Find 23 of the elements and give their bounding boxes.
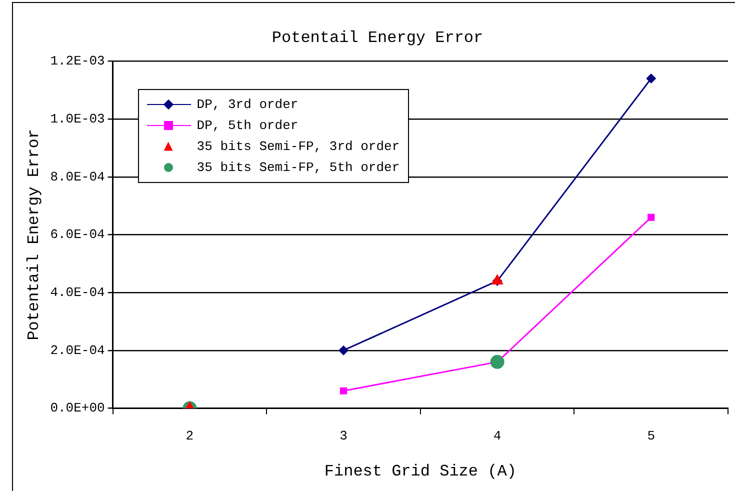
x-tick-label: 3 [340, 428, 348, 444]
y-axis-title: Potentail Energy Error [24, 129, 43, 340]
legend-label: 35 bits Semi-FP, 5th order [196, 160, 400, 176]
x-tick-label: 4 [493, 428, 502, 444]
x-axis-title: Finest Grid Size (A) [324, 462, 516, 481]
x-tick-label: 2 [186, 428, 194, 444]
legend-label: 35 bits Semi-FP, 3rd order [196, 139, 400, 154]
point [648, 214, 655, 221]
chart-title: Potentail Energy Error [272, 28, 484, 47]
legend-label: DP, 3rd order [196, 97, 298, 112]
y-tick-label: 2.0E-04 [50, 342, 106, 358]
point [338, 345, 349, 356]
point [490, 354, 504, 369]
y-tick-label: 1.2E-03 [50, 54, 105, 69]
y-tick-label: 0.0E+00 [50, 400, 105, 416]
y-tick-label: 4.0E-04 [50, 284, 106, 300]
point [340, 387, 348, 394]
legend-label: DP, 5th order [196, 118, 298, 134]
y-tick-label: 1.0E-03 [50, 111, 105, 126]
y-tick-label: 8.0E-04 [50, 169, 106, 184]
y-tick-label: 6.0E-04 [50, 227, 106, 242]
point [646, 74, 656, 84]
x-tick-label: 5 [647, 428, 656, 444]
